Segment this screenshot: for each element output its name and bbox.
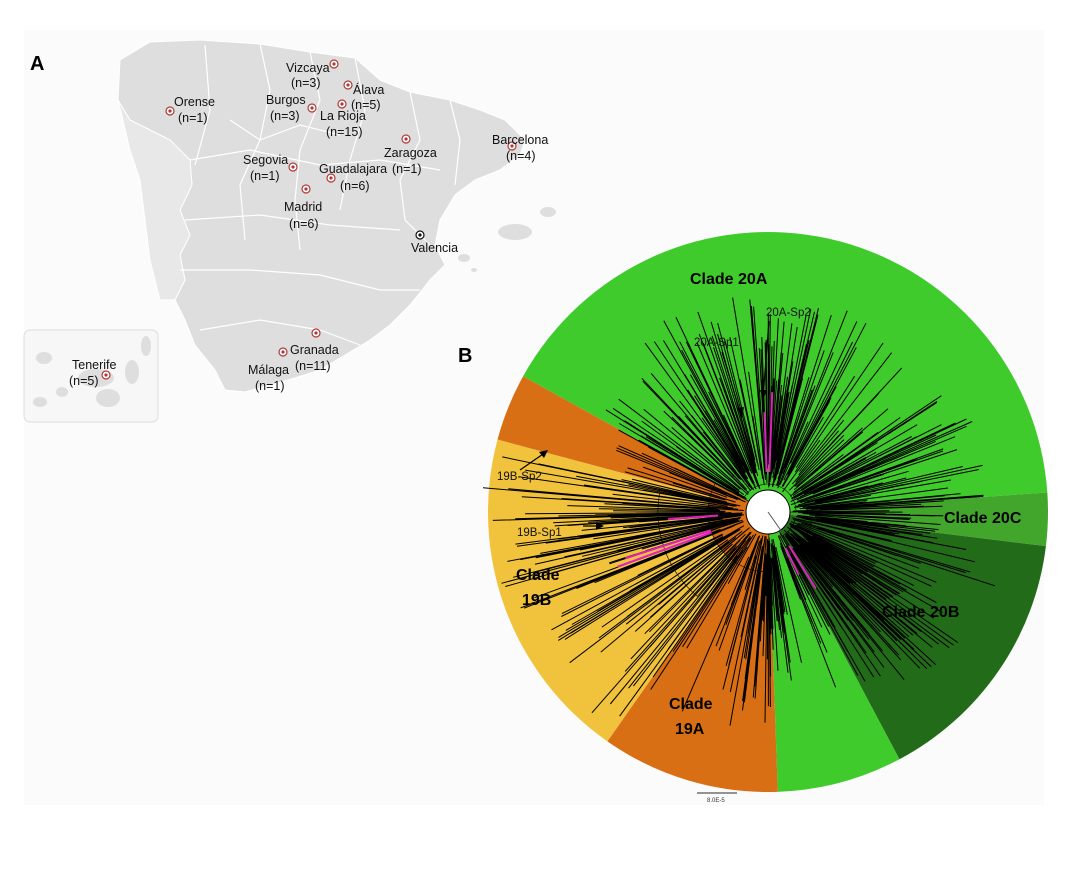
highlighted-branches [617, 392, 817, 589]
location-segovia: Segovia (n=1) [243, 153, 298, 183]
svg-text:Álava: Álava [353, 82, 384, 97]
panel-a-label: A [30, 53, 44, 75]
svg-text:Granada: Granada [290, 343, 339, 357]
wedge-c19a-upper [497, 376, 768, 512]
svg-text:Valencia: Valencia [411, 241, 458, 255]
wedge-c19a [607, 512, 778, 792]
tree-panel: B Clade 20A Clade 20C Clade 20B Clade 19… [458, 231, 1048, 804]
location-orense: Orense (n=1) [165, 95, 215, 125]
svg-text:Madrid: Madrid [284, 200, 322, 214]
location-malaga: Málaga (n=1) [248, 347, 289, 393]
svg-text:(n=3): (n=3) [270, 109, 300, 123]
svg-text:(n=6): (n=6) [340, 179, 370, 193]
formentera [471, 268, 477, 272]
location-alava: Álava (n=5) [343, 80, 384, 112]
svg-text:Burgos: Burgos [266, 93, 306, 107]
svg-text:19B-Sp1: 19B-Sp1 [517, 527, 562, 539]
svg-text:Guadalajara: Guadalajara [319, 162, 387, 176]
location-barcelona: Barcelona (n=4) [492, 133, 548, 163]
svg-text:(n=1): (n=1) [255, 379, 285, 393]
highlight-lines [617, 392, 817, 589]
scale-bar: 8.0E-5 [697, 792, 737, 804]
svg-text:(n=1): (n=1) [392, 162, 422, 176]
location-madrid: Madrid (n=6) [284, 184, 322, 231]
location-granada: Granada (n=11) [290, 328, 339, 373]
svg-text:Tenerife: Tenerife [72, 358, 117, 372]
svg-text:Vizcaya: Vizcaya [286, 61, 330, 75]
svg-text:(n=15): (n=15) [326, 125, 362, 139]
location-zaragoza: Zaragoza (n=1) [384, 134, 437, 176]
location-larioja: La Rioja (n=15) [320, 99, 366, 139]
clade-20a-label: Clade 20A [690, 271, 768, 288]
svg-text:20A-Sp2: 20A-Sp2 [766, 307, 811, 319]
region-borders [180, 43, 461, 346]
svg-text:20A-Sp1: 20A-Sp1 [694, 337, 739, 349]
svg-text:(n=1): (n=1) [178, 111, 208, 125]
svg-text:Orense: Orense [174, 95, 215, 109]
svg-text:Barcelona: Barcelona [492, 133, 548, 147]
ibiza [458, 254, 470, 262]
mallorca [498, 224, 532, 240]
clade-19a-label-line1: Clade [669, 696, 713, 713]
subclade-19b-sp2: 19B-Sp2 [497, 450, 548, 483]
subclade-20a-sp1: 20A-Sp1 [694, 337, 744, 418]
svg-text:(n=1): (n=1) [250, 169, 280, 183]
location-valencia: Valencia [411, 230, 458, 255]
svg-text:(n=11): (n=11) [295, 359, 331, 373]
location-guadalajara: Guadalajara (n=6) [319, 162, 387, 193]
clade-20c-label: Clade 20C [944, 510, 1022, 527]
root-branch [767, 511, 783, 533]
svg-text:Zaragoza: Zaragoza [384, 146, 437, 160]
svg-text:19B-Sp2: 19B-Sp2 [497, 471, 542, 483]
location-burgos: Burgos (n=3) [266, 93, 317, 123]
svg-text:(n=6): (n=6) [289, 217, 319, 231]
location-vizcaya: Vizcaya (n=3) [286, 59, 339, 90]
svg-text:Málaga: Málaga [248, 363, 289, 377]
svg-text:(n=3): (n=3) [291, 76, 321, 90]
svg-text:Segovia: Segovia [243, 153, 288, 167]
svg-text:(n=4): (n=4) [506, 149, 536, 163]
clade-19b-label-line1: Clade [516, 567, 560, 584]
clade-19a-label-line2: 19A [675, 721, 705, 738]
subclade-19b-sp1: 19B-Sp1 [517, 522, 604, 539]
panel-b-label: B [458, 345, 472, 367]
menorca [540, 207, 556, 217]
subclade-20a-sp2: 20A-Sp2 [760, 307, 811, 400]
portugal [117, 99, 193, 301]
svg-text:(n=5): (n=5) [351, 98, 381, 112]
clade-20b-label: Clade 20B [882, 604, 959, 621]
svg-text:La Rioja: La Rioja [320, 109, 366, 123]
svg-text:8.0E-5: 8.0E-5 [707, 798, 725, 804]
clade-19b-label-line2: 19B [522, 592, 551, 609]
svg-text:(n=5): (n=5) [69, 374, 99, 388]
location-tenerife: Tenerife (n=5) [69, 358, 117, 388]
